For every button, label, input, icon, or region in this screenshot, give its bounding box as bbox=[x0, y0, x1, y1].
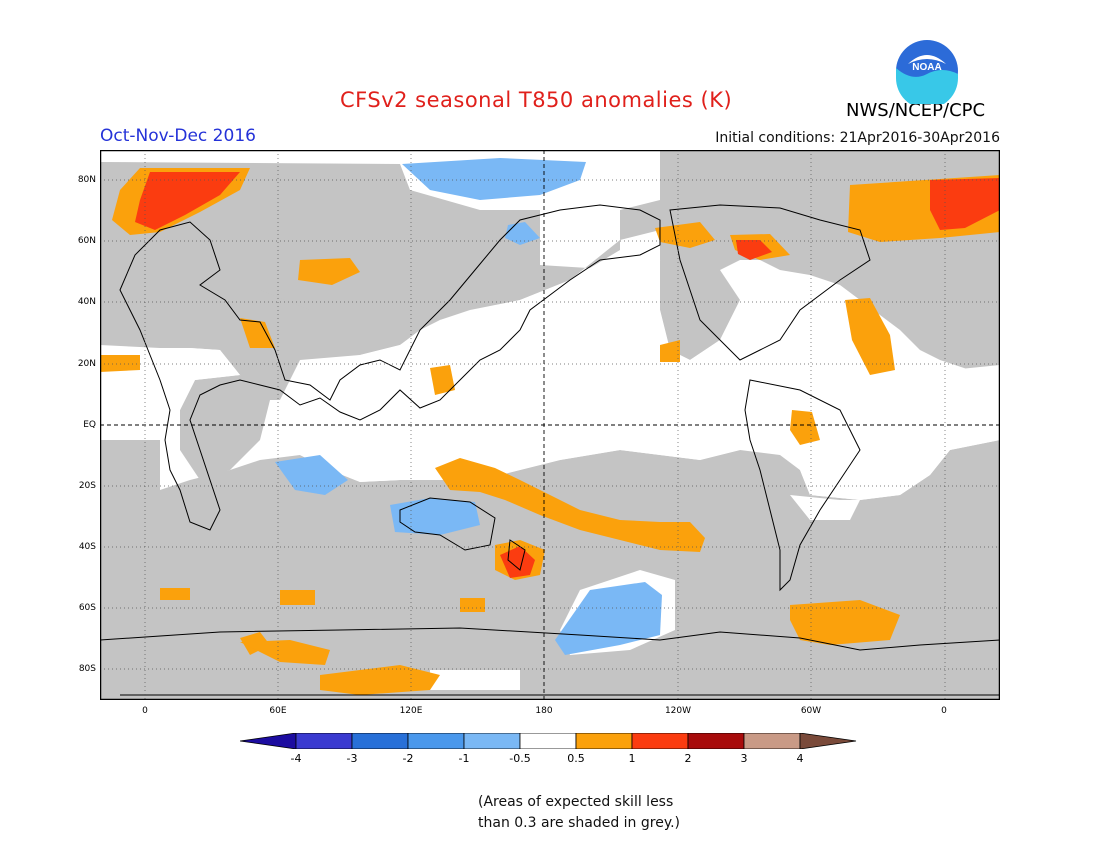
colorbar-end-low bbox=[240, 733, 297, 749]
map-title: CFSv2 seasonal T850 anomalies (K) bbox=[340, 88, 733, 112]
colorbar-tick-label: -1 bbox=[458, 752, 470, 765]
noaa-logo: NOAA bbox=[896, 40, 958, 104]
colorbar-tick-label: 3 bbox=[740, 752, 748, 765]
colorbar-tick-label: 0.5 bbox=[567, 752, 585, 765]
colorbar-segment bbox=[575, 733, 633, 749]
initial-conditions: Initial conditions: 21Apr2016-30Apr2016 bbox=[715, 130, 1000, 146]
colorbar-tick-label: -2 bbox=[402, 752, 414, 765]
lon-label-120e: 120E bbox=[399, 706, 423, 716]
organization-label: NWS/NCEP/CPC bbox=[846, 100, 986, 121]
equator-dateline bbox=[100, 150, 1000, 700]
skill-note: (Areas of expected skill less than 0.3 a… bbox=[478, 792, 680, 834]
colorbar-tick-label: -0.5 bbox=[509, 752, 531, 765]
lat-label-60s: 60S bbox=[78, 603, 96, 613]
colorbar-tick-label: -4 bbox=[290, 752, 302, 765]
lat-label-20s: 20S bbox=[78, 481, 96, 491]
colorbar-segment bbox=[687, 733, 745, 749]
lon-label-60w: 60W bbox=[800, 706, 822, 716]
lat-label-40s: 40S bbox=[78, 542, 96, 552]
map-frame bbox=[100, 150, 1000, 700]
lat-label-40n: 40N bbox=[77, 297, 96, 307]
lon-label-120w: 120W bbox=[664, 706, 692, 716]
continent-outlines bbox=[100, 204, 1000, 696]
colorbar-segment bbox=[743, 733, 801, 749]
skill-note-line-2: than 0.3 are shaded in grey.) bbox=[478, 815, 681, 831]
lat-label-60n: 60N bbox=[77, 236, 96, 246]
lat-label-80s: 80S bbox=[78, 664, 96, 674]
colorbar-segment bbox=[631, 733, 689, 749]
colorbar-tick-label: 2 bbox=[684, 752, 692, 765]
positive-anomalies-1-2 bbox=[135, 172, 1000, 578]
colorbar-end-high bbox=[799, 733, 857, 749]
colorbar-segment bbox=[295, 733, 353, 749]
lat-label-eq: EQ bbox=[83, 420, 96, 430]
lat-label-80n: 80N bbox=[77, 175, 96, 185]
skill-note-line-1: (Areas of expected skill less bbox=[478, 794, 674, 810]
lon-label-0-east: 0 bbox=[941, 706, 947, 716]
logo-text: NOAA bbox=[912, 62, 941, 73]
colorbar-segment bbox=[351, 733, 409, 749]
colorbar-segment bbox=[519, 733, 577, 749]
lat-label-20n: 20N bbox=[77, 359, 96, 369]
colorbar-tick-label: 4 bbox=[796, 752, 804, 765]
colorbar-segment bbox=[463, 733, 521, 749]
negative-anomalies bbox=[275, 158, 662, 655]
lon-label-180: 180 bbox=[535, 706, 553, 716]
colorbar-tick-label: 1 bbox=[628, 752, 636, 765]
color-scale-bar bbox=[240, 733, 857, 749]
lon-label-60e: 60E bbox=[269, 706, 287, 716]
colorbar-tick-label: -3 bbox=[346, 752, 358, 765]
season-label: Oct-Nov-Dec 2016 bbox=[100, 126, 256, 146]
colorbar-segment bbox=[407, 733, 465, 749]
lon-label-0-west: 0 bbox=[142, 706, 148, 716]
anomaly-map bbox=[100, 150, 1000, 700]
